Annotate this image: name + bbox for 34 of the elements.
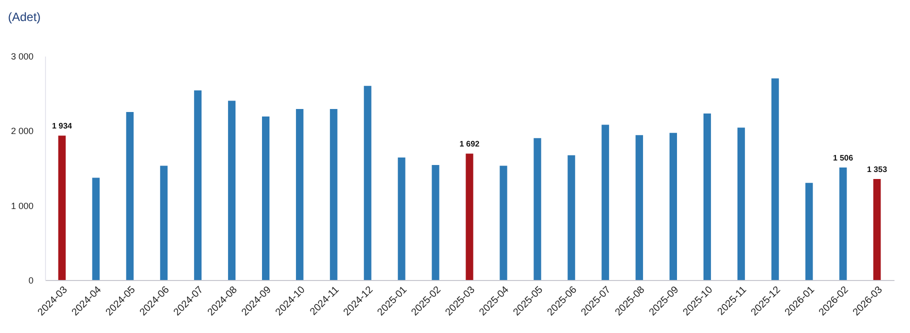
- y-tick-label: 0: [28, 276, 34, 286]
- bar: [500, 166, 508, 280]
- data-label: 1 692: [459, 140, 480, 149]
- bar: [602, 124, 610, 280]
- bar: [262, 116, 270, 280]
- data-label: 1 934: [52, 122, 73, 131]
- bar: [364, 86, 372, 280]
- bar: [398, 158, 406, 280]
- bar: [160, 166, 168, 280]
- bar: [466, 154, 474, 280]
- bar: [737, 128, 745, 280]
- y-tick-label: 3 000: [10, 52, 34, 62]
- bar: [805, 182, 813, 280]
- bar: [330, 109, 338, 280]
- bar: [296, 109, 304, 280]
- bar: [703, 113, 711, 280]
- bar: [636, 135, 644, 280]
- bar: [58, 136, 66, 280]
- bar: [568, 155, 576, 280]
- data-label: 1 506: [833, 154, 854, 163]
- bar: [670, 132, 677, 280]
- y-tick-label: 1 000: [10, 200, 34, 211]
- bar: [126, 112, 134, 280]
- y-axis-title: (Adet): [8, 10, 41, 24]
- bar: [432, 165, 440, 280]
- bar: [534, 138, 542, 280]
- bar: [839, 168, 847, 280]
- bar: [771, 78, 779, 280]
- bar: [873, 178, 881, 280]
- bar: [228, 100, 236, 280]
- bar: [92, 178, 100, 280]
- data-label: 1 353: [867, 164, 888, 174]
- bar: [194, 90, 202, 280]
- y-tick-label: 2 000: [10, 126, 34, 136]
